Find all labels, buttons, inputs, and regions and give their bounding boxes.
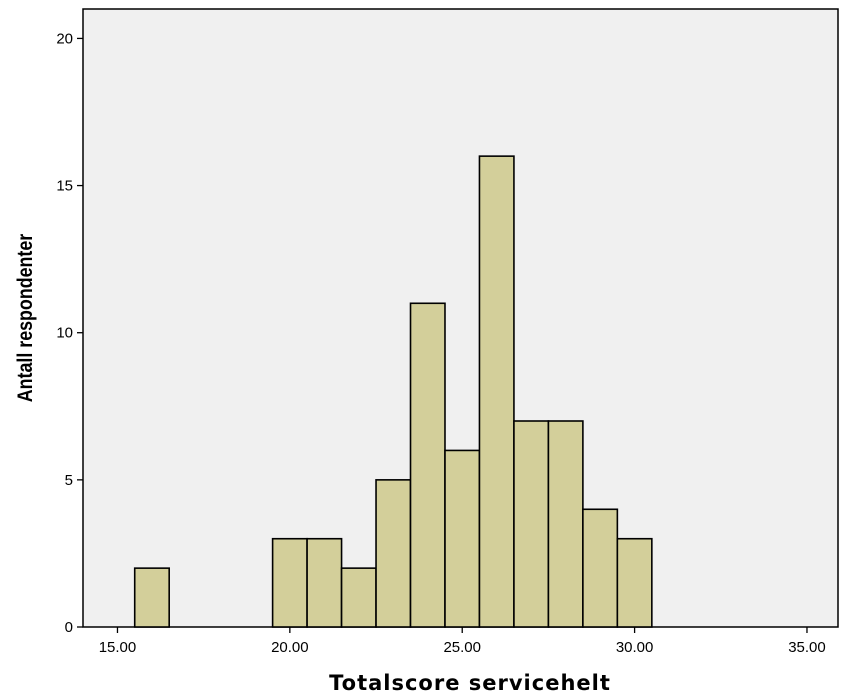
histogram-bar <box>444 449 481 628</box>
y-tick-label: 20 <box>56 30 73 47</box>
x-axis-title: Totalscore servicehelt <box>329 671 611 695</box>
histogram-bar <box>582 508 619 628</box>
histogram-bar <box>513 420 550 628</box>
histogram-bar <box>547 420 584 628</box>
x-tick-label: 30.00 <box>616 639 654 656</box>
histogram-bar <box>133 567 170 628</box>
x-tick-label: 15.00 <box>99 639 137 656</box>
x-tick-label: 25.00 <box>443 639 481 656</box>
histogram-bar <box>271 537 308 628</box>
y-axis: 0 5 10 15 20 <box>56 30 83 636</box>
histogram-bar <box>306 537 343 628</box>
x-tick-label: 35.00 <box>788 639 826 656</box>
y-tick-label: 0 <box>65 619 73 636</box>
x-axis: 15.00 20.00 25.00 30.00 35.00 <box>99 627 826 656</box>
y-axis-title: Antall respondenter <box>14 233 38 402</box>
histogram-bar <box>409 302 446 628</box>
x-tick-label: 20.00 <box>271 639 309 656</box>
histogram-bar <box>616 537 653 628</box>
y-tick-label: 15 <box>56 178 73 195</box>
histogram-bar <box>340 567 377 628</box>
histogram-bar <box>375 479 412 628</box>
histogram-bar <box>478 155 515 628</box>
y-tick-label: 5 <box>65 472 73 489</box>
bars-group <box>133 155 653 628</box>
y-tick-label: 10 <box>56 325 73 342</box>
